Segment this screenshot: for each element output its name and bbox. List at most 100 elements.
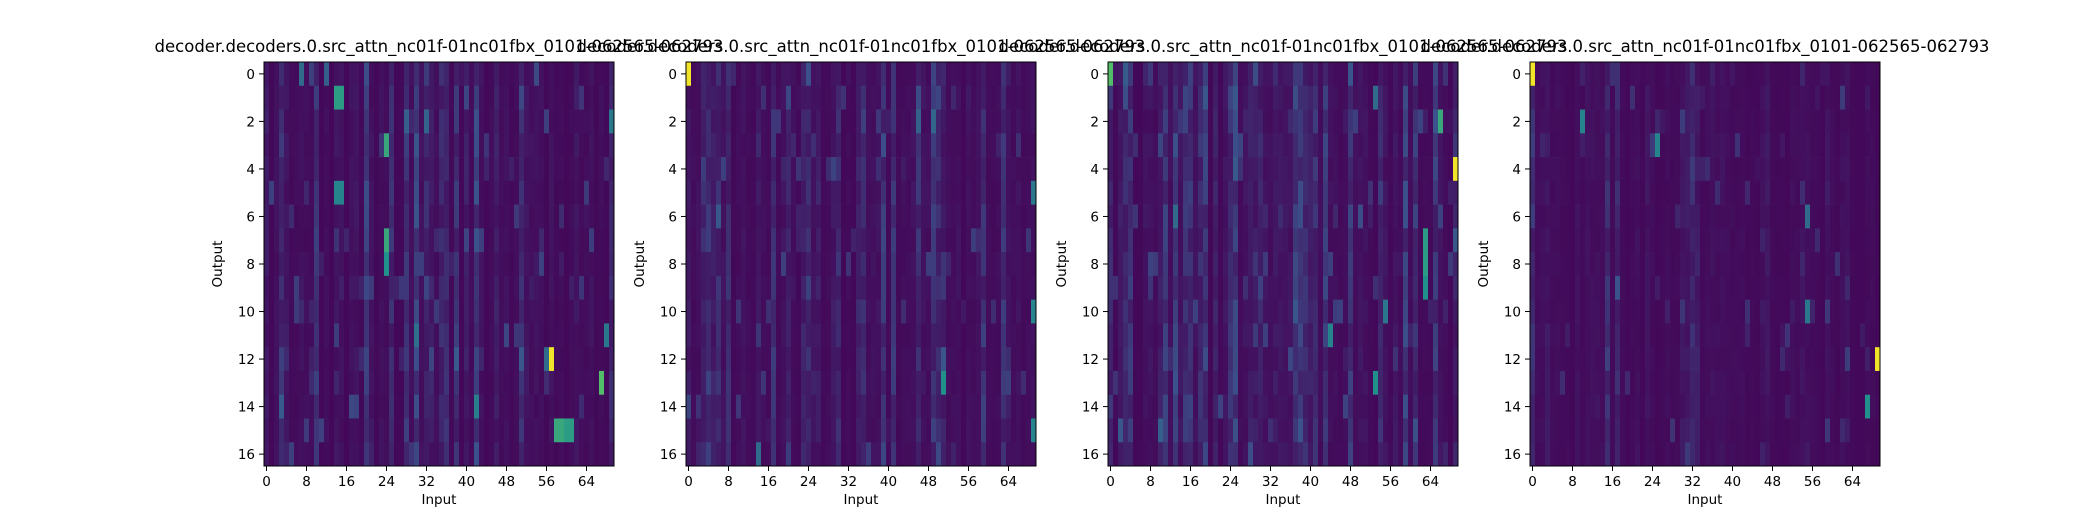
heatmap-cell: [1031, 62, 1037, 87]
heatmap-cell: [911, 62, 917, 87]
heatmap-cell: [554, 252, 560, 277]
heatmap-cell: [1635, 133, 1641, 158]
heatmap-cell: [304, 299, 310, 324]
heatmap-cell: [269, 133, 275, 158]
heatmap-cell: [499, 180, 505, 205]
heatmap-cell: [861, 62, 867, 87]
heatmap-cell: [1660, 85, 1666, 110]
heatmap-cell: [509, 133, 515, 158]
heatmap-cell: [1815, 228, 1821, 253]
heatmap-cell: [419, 228, 425, 253]
heatmap-cell: [1695, 442, 1701, 467]
heatmap-cell: [1705, 204, 1711, 229]
heatmap-cell: [751, 228, 757, 253]
heatmap-cell: [1148, 275, 1154, 300]
heatmap-cell: [826, 228, 832, 253]
heatmap-cell: [696, 228, 702, 253]
heatmap-cell: [1795, 85, 1801, 110]
heatmap-cell: [424, 180, 430, 205]
heatmap-cell: [1640, 204, 1646, 229]
heatmap-cell: [1705, 370, 1711, 396]
heatmap-cell: [354, 275, 360, 300]
heatmap-cell: [801, 62, 807, 87]
heatmap-cell: [791, 85, 797, 110]
heatmap-cell: [509, 157, 515, 182]
heatmap-cell: [721, 442, 727, 467]
heatmap-cell: [686, 85, 692, 110]
heatmap-cell: [539, 442, 545, 467]
heatmap-cell: [711, 228, 717, 253]
heatmap-cell: [1403, 442, 1409, 467]
heatmap-cell: [1715, 204, 1721, 229]
heatmap-cell: [489, 418, 495, 443]
heatmap-cell: [1253, 109, 1259, 134]
heatmap-cell: [891, 109, 897, 134]
heatmap-cell: [1655, 133, 1661, 158]
heatmap-cell: [1740, 109, 1746, 134]
heatmap-cell: [1600, 323, 1606, 348]
heatmap-cell: [1775, 85, 1781, 110]
heatmap-cell: [1378, 85, 1384, 110]
heatmap-cell: [1655, 109, 1661, 134]
heatmap-cell: [816, 347, 822, 372]
heatmap-cell: [264, 133, 270, 158]
heatmap-cell: [966, 418, 972, 443]
heatmap-cell: [444, 347, 450, 372]
heatmap-cell: [896, 157, 902, 182]
heatmap-cell: [1108, 133, 1114, 158]
heatmap-cell: [1685, 157, 1691, 182]
heatmap-cell: [776, 228, 782, 253]
heatmap-cell: [846, 347, 852, 372]
heatmap-cell: [1313, 299, 1319, 324]
heatmap-cell: [861, 323, 867, 348]
heatmap-cell: [1243, 204, 1249, 229]
heatmap-cell: [721, 394, 727, 419]
heatmap-cell: [1113, 228, 1119, 253]
heatmap-cell: [1675, 109, 1681, 134]
heatmap-cell: [1535, 109, 1541, 134]
heatmap-cell: [1273, 228, 1279, 253]
heatmap-cell: [389, 418, 395, 443]
heatmap-cell: [926, 299, 932, 324]
heatmap-cell: [721, 180, 727, 205]
heatmap-cell: [821, 323, 827, 348]
heatmap-cell: [1615, 85, 1621, 110]
heatmap-cell: [956, 275, 962, 300]
heatmap-cell: [284, 275, 290, 300]
heatmap-cell: [966, 347, 972, 372]
heatmap-cell: [1855, 85, 1861, 110]
heatmap-cell: [354, 252, 360, 277]
heatmap-cell: [1323, 275, 1329, 300]
heatmap-cell: [691, 418, 697, 443]
heatmap-cell: [1348, 323, 1354, 348]
heatmap-cell: [269, 370, 275, 396]
heatmap-cell: [1298, 252, 1304, 277]
heatmap-cell: [1590, 299, 1596, 324]
heatmap-cell: [841, 204, 847, 229]
heatmap-cell: [886, 180, 892, 205]
heatmap-cell: [1218, 109, 1224, 134]
heatmap-cell: [906, 133, 912, 158]
heatmap-cell: [1303, 157, 1309, 182]
heatmap-cell: [349, 62, 355, 87]
heatmap-cell: [1825, 370, 1831, 396]
heatmap-cell: [1610, 275, 1616, 300]
heatmap-cell: [1755, 228, 1761, 253]
heatmap-cell: [1555, 418, 1561, 443]
heatmap-cell: [584, 133, 590, 158]
heatmap-cell: [941, 157, 947, 182]
heatmap-cell: [589, 370, 595, 396]
heatmap-cell: [539, 347, 545, 372]
heatmap-cell: [736, 323, 742, 348]
heatmap-cell: [956, 370, 962, 396]
heatmap-cell: [1403, 180, 1409, 205]
heatmap-cell: [1183, 347, 1189, 372]
heatmap-cell: [1213, 323, 1219, 348]
heatmap-cell: [1645, 109, 1651, 134]
heatmap-cell: [1428, 109, 1434, 134]
heatmap-cell: [1348, 204, 1354, 229]
heatmap-cell: [1403, 133, 1409, 158]
heatmap-cell: [384, 62, 390, 87]
heatmap-cell: [1218, 394, 1224, 419]
heatmap-cell: [369, 394, 375, 419]
